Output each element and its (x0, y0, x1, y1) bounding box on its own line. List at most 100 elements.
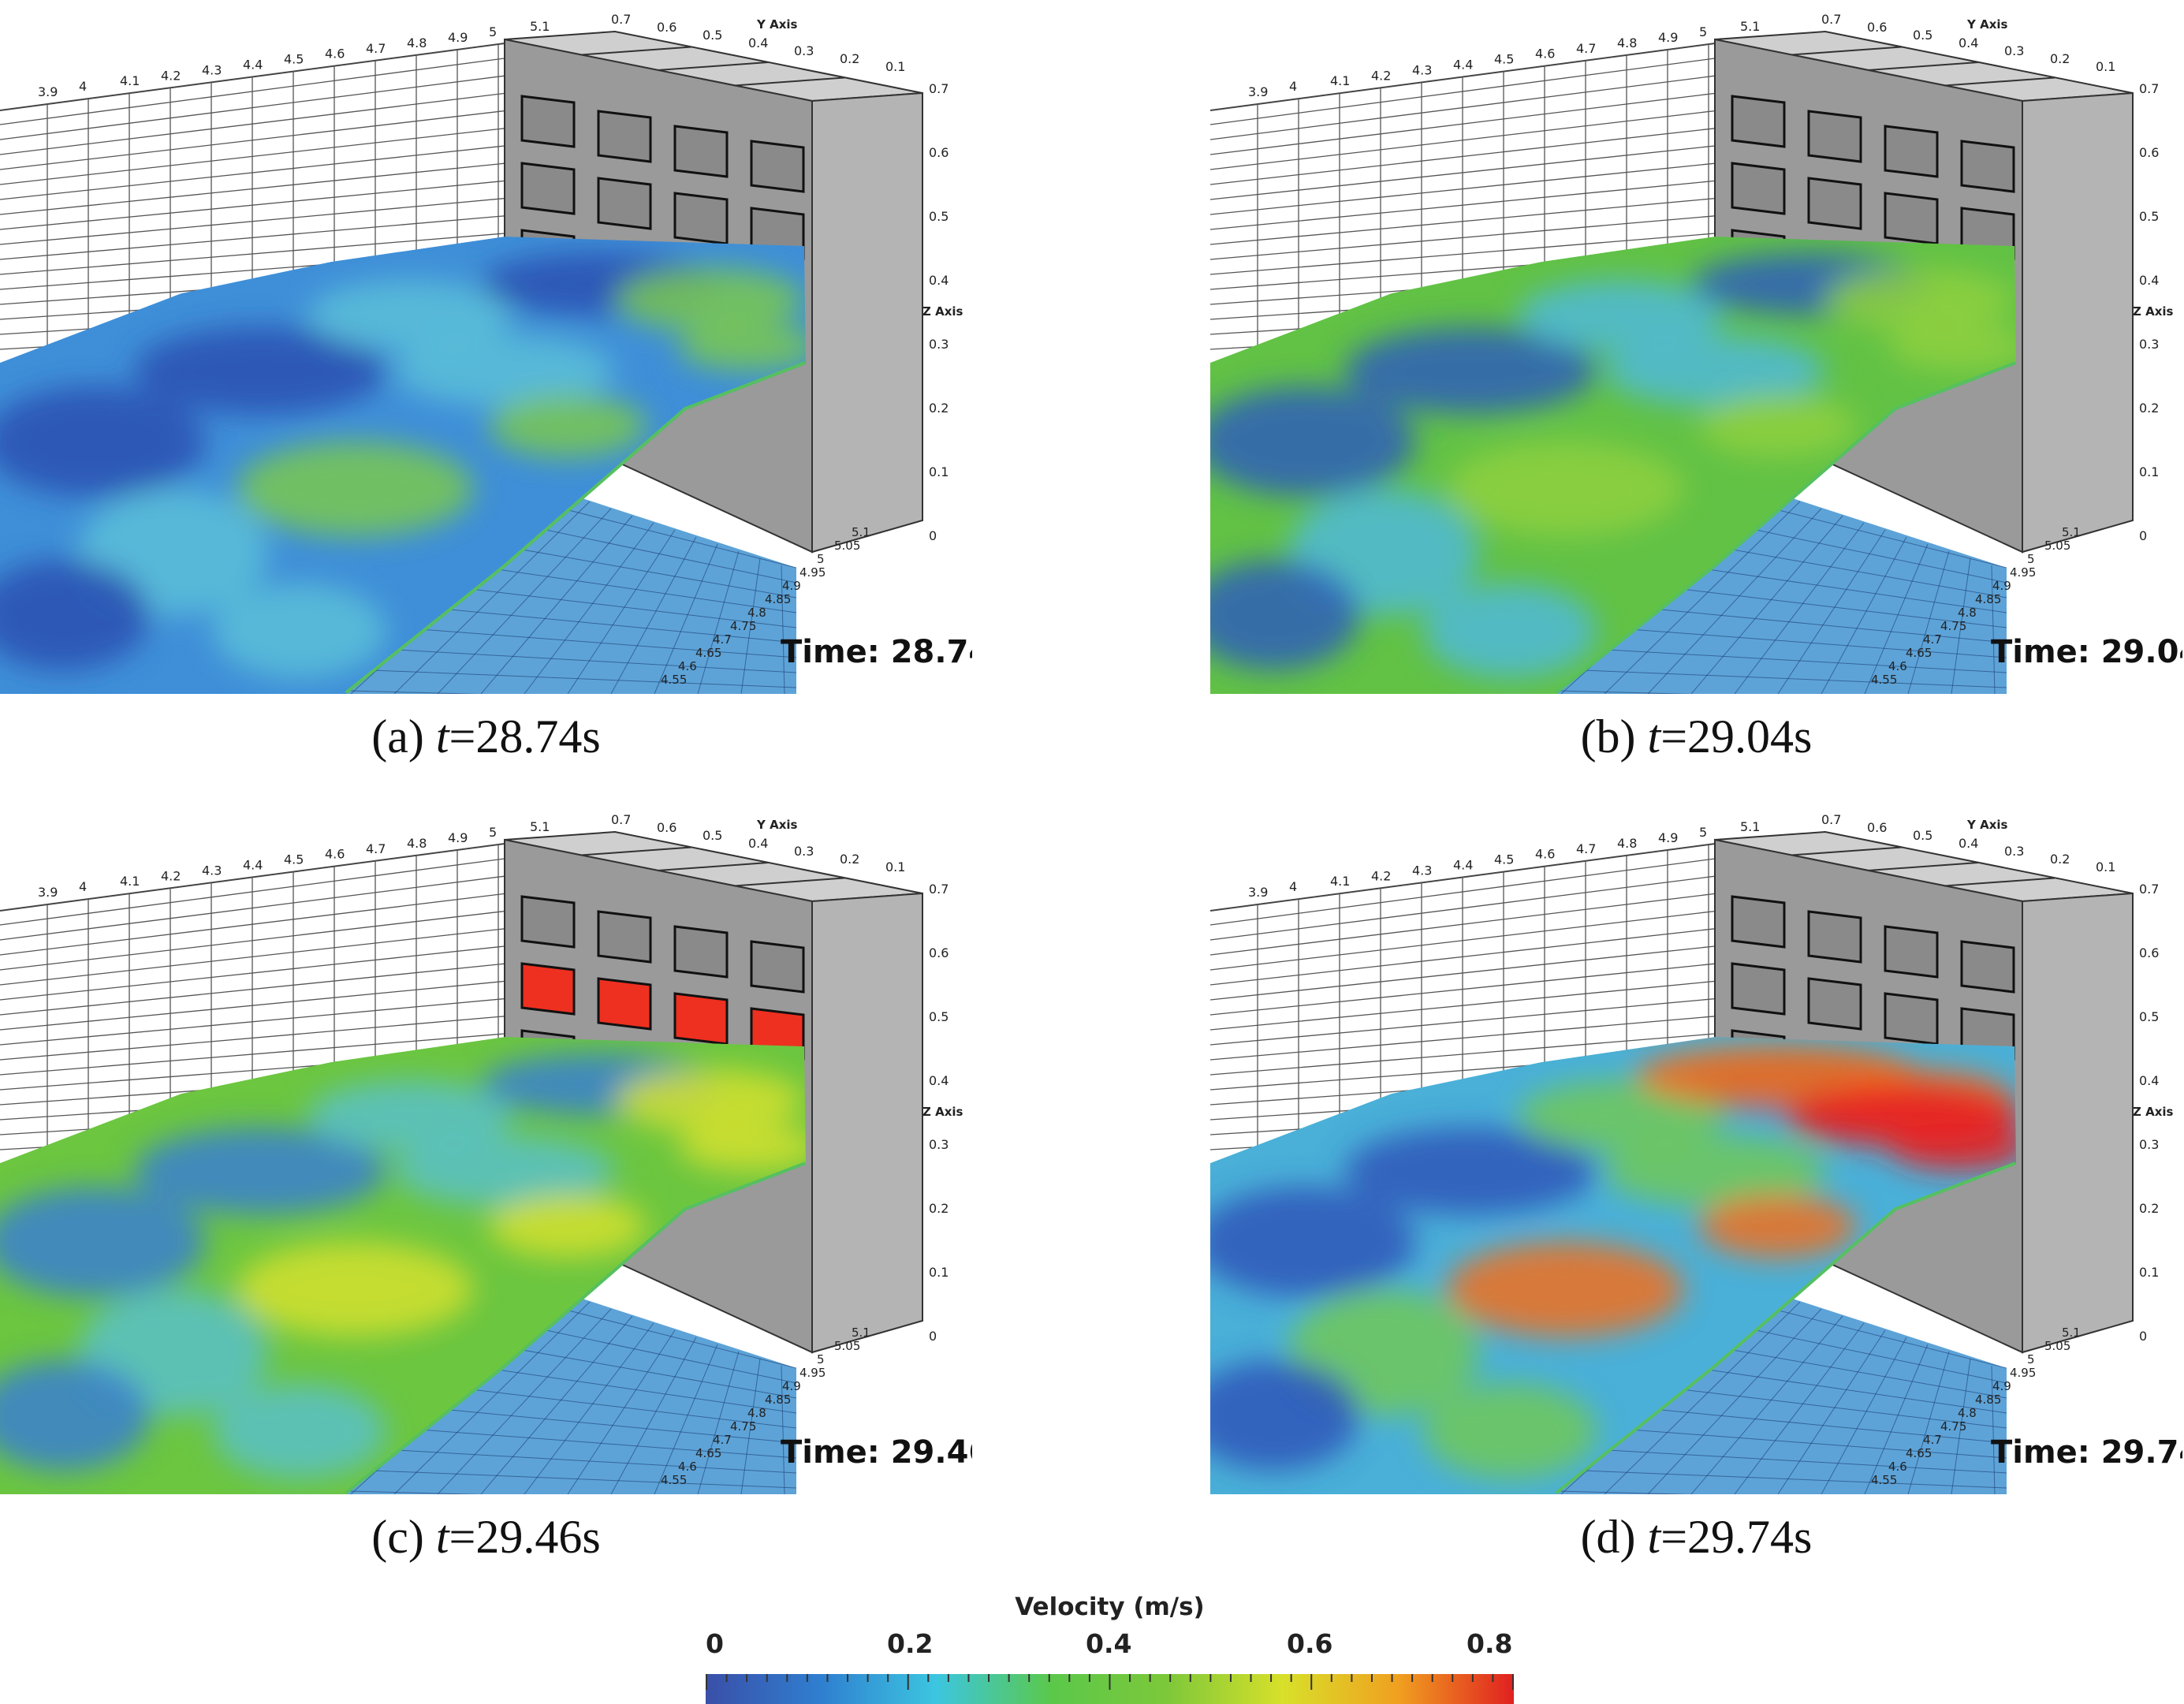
x-bottom-axis: 5.15.05 54.954.94.854.84.754.74.654.64.55 (661, 1326, 870, 1487)
x-bottom-tick-label: 5.05 (834, 539, 860, 553)
floor-grid-line (1951, 557, 1971, 694)
floor-grid-line (1821, 536, 1907, 694)
z-tick-label: 0.3 (2139, 337, 2159, 352)
floor-grid-line (781, 1365, 785, 1494)
x-tick-label: 5 (1699, 24, 1707, 39)
z-tick-label: 0.1 (2139, 464, 2159, 479)
floor-grid-line (567, 529, 676, 694)
z-axis: 0.7 0.6 0.5 0.4 0.3 0.2 0.1 0 Z Axis (922, 882, 963, 1344)
x-tick-label: 4.4 (1453, 58, 1473, 73)
caption-letter: (c) (371, 1511, 424, 1563)
floor-grid-line (1864, 543, 1929, 694)
x-bottom-tick-label: 4.75 (1940, 619, 1966, 633)
x-bottom-tick-label: 4.8 (747, 1406, 766, 1420)
x-tick-label: 4.8 (407, 836, 427, 851)
z-tick-label: 0.6 (2139, 145, 2159, 160)
x-bottom-tick-label: 4.65 (1906, 1446, 1932, 1460)
floor-grid-line (1690, 1315, 1843, 1494)
y-tick-label: 0.5 (703, 828, 722, 843)
z-tick-label: 0.5 (2139, 1009, 2159, 1024)
building-window (597, 910, 652, 964)
roof-partition (580, 846, 692, 856)
building-window (1731, 162, 1786, 215)
floor-grid-line (437, 1308, 612, 1494)
z-axis-label: Z Axis (2133, 304, 2174, 319)
z-tick-label: 0.3 (2139, 1137, 2159, 1152)
floor-grid-line (1604, 501, 1801, 694)
building-window (673, 192, 729, 245)
y-axis-label: Y Axis (1966, 17, 2008, 32)
panel-b: 3.9 4 4.1 4.2 4.3 4.4 4.5 4.6 4.7 4.8 4.9 5 5.1 0.7 0.… (1210, 0, 2182, 694)
velocity-patch (1604, 335, 1825, 406)
water-surface (1210, 237, 2016, 694)
y-axis: 0.7 0.6 0.5 0.4 0.3 0.2 0.1 Y Axis (611, 12, 905, 74)
velocity-patch (1888, 323, 2016, 371)
floor-grid-line (1604, 1301, 1801, 1494)
z-tick-label: 0.6 (2139, 945, 2159, 960)
x-bottom-tick-label: 4.75 (730, 1419, 756, 1434)
velocity-patch (1423, 584, 1597, 678)
x-tick-label: 4.1 (120, 73, 140, 88)
x-bottom-axis: 5.15.05 54.954.94.854.84.754.74.654.64.55 (1871, 1326, 2081, 1487)
x-tick-label: 5.1 (530, 819, 550, 834)
caption-value: =29.46s (449, 1511, 601, 1563)
x-tick-label: 4.5 (284, 852, 304, 867)
velocity-patch (1518, 280, 1723, 351)
x-tick-label: 3.9 (38, 885, 58, 900)
velocity-patch (307, 280, 512, 351)
x-tick-label: 4.4 (1453, 858, 1473, 873)
x-tick-label: 4.6 (1535, 47, 1555, 62)
z-tick-label: 0.4 (2139, 1073, 2159, 1088)
caption-variable: t (435, 1511, 449, 1563)
x-bottom-tick-label: 4.85 (1975, 592, 2001, 606)
y-tick-label: 0.3 (2004, 844, 2024, 859)
building-window (673, 125, 729, 178)
building-window (673, 992, 729, 1046)
y-tick-label: 0.6 (657, 820, 676, 835)
floor-grid-line (480, 1315, 633, 1494)
x-bottom-tick-label: 4.55 (1871, 1473, 1897, 1487)
z-axis-label: Z Axis (922, 1105, 963, 1119)
x-bottom-tick-label: 4.6 (1888, 1460, 1907, 1474)
building-window (597, 977, 652, 1031)
x-tick-label: 4.9 (448, 830, 468, 845)
z-tick-label: 0.7 (929, 882, 949, 897)
x-tick-label: 3.9 (1248, 84, 1268, 99)
cfd-render-b: 3.9 4 4.1 4.2 4.3 4.4 4.5 4.6 4.7 4.8 4.9 5 5.10.70.… (1210, 12, 2182, 694)
velocity-patch (1447, 1242, 1683, 1337)
x-tick-label: 3.9 (1248, 885, 1268, 900)
y-tick-label: 0.1 (885, 859, 905, 874)
building-window (1960, 940, 2015, 994)
y-tick-label: 0.7 (611, 12, 631, 27)
floor-grid-line (1864, 1344, 1929, 1494)
x-tick-label: 4 (79, 879, 87, 894)
x-tick-label: 3.9 (38, 84, 58, 99)
x-bottom-axis: 5.15.05 54.954.94.854.84.754.74.654.64.55 (661, 525, 870, 687)
building-window (750, 140, 805, 193)
x-bottom-tick-label: 4.65 (1906, 646, 1932, 660)
building-window (520, 162, 576, 215)
x-bottom-tick-label: 5 (2027, 552, 2035, 566)
water-surface (0, 237, 806, 694)
x-bottom-tick-label: 4.7 (713, 1433, 732, 1447)
velocity-patch (1699, 394, 1857, 457)
z-tick-label: 0.4 (929, 1073, 949, 1088)
x-bottom-tick-label: 4.9 (1992, 579, 2011, 593)
z-tick-label: 0.7 (2139, 882, 2159, 897)
z-tick-label: 0.5 (929, 1009, 949, 1024)
y-tick-label: 0.4 (1959, 35, 1978, 50)
time-label: Time: 29.74 (1991, 1434, 2182, 1471)
floor-grid-line (740, 557, 761, 694)
x-tick-label: 4.1 (120, 874, 140, 889)
building-window (520, 895, 576, 949)
caption-variable: t (1647, 1511, 1661, 1563)
y-tick-label: 0.2 (2050, 852, 2070, 867)
velocity-patch (237, 1242, 473, 1337)
time-label: Time: 29.04 (1991, 634, 2182, 670)
x-tick-label: 5.1 (1740, 819, 1760, 834)
y-axis-label: Y Axis (1966, 818, 2008, 832)
x-bottom-tick-label: 5.05 (2044, 1339, 2070, 1353)
time-label: Time: 29.46 (781, 1434, 972, 1471)
x-bottom-tick-label: 4.95 (799, 1366, 826, 1380)
velocity-patch (1423, 1384, 1597, 1478)
